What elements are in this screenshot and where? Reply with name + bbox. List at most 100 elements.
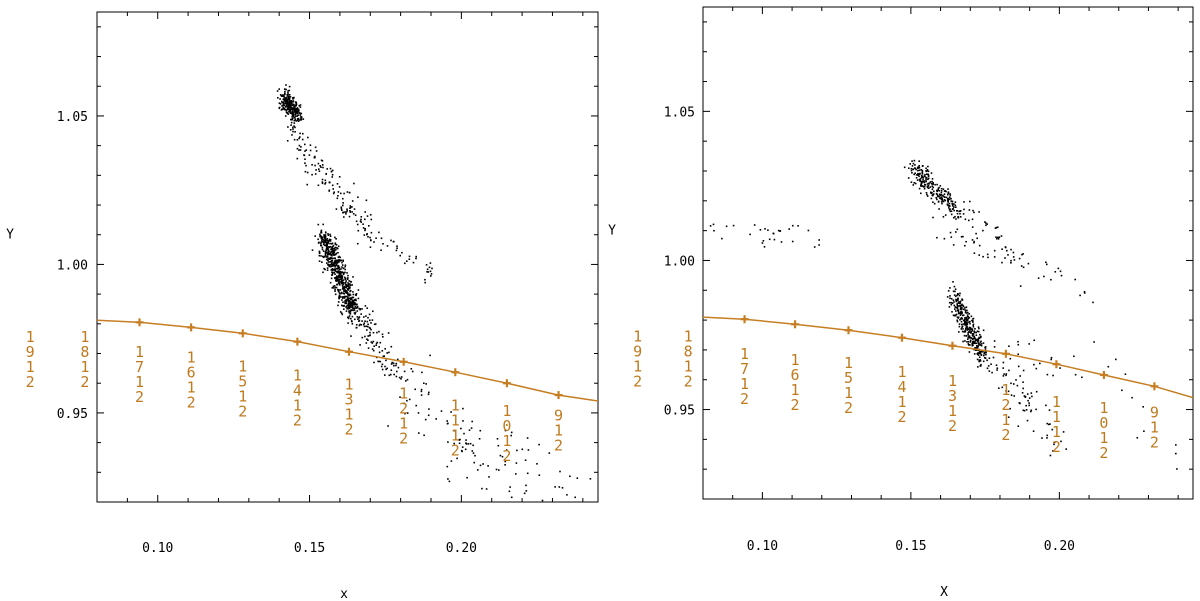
data-point [304, 150, 306, 152]
data-point [348, 215, 351, 218]
data-point [772, 232, 775, 235]
data-point [393, 240, 395, 243]
data-point [791, 240, 794, 243]
data-point [290, 112, 293, 115]
data-point [969, 339, 972, 342]
plot-frame [96, 11, 599, 503]
data-point [352, 296, 355, 299]
data-point [979, 336, 982, 339]
data-point [982, 329, 985, 332]
data-point [404, 412, 406, 415]
data-point [1092, 301, 1094, 304]
data-point [371, 348, 374, 350]
data-point [301, 138, 304, 141]
data-point [962, 328, 964, 330]
data-point [285, 102, 287, 105]
data-point [979, 360, 982, 362]
data-point [574, 496, 576, 499]
data-point [956, 304, 959, 306]
data-point [936, 183, 938, 186]
data-point [287, 104, 289, 106]
data-point [320, 231, 323, 234]
data-point [911, 160, 913, 162]
x-tick-label: 0.10 [142, 541, 173, 556]
data-point [373, 361, 375, 364]
data-point [397, 366, 400, 369]
data-point [390, 369, 393, 371]
data-point [336, 197, 339, 200]
data-point [340, 282, 343, 285]
data-point [1050, 278, 1052, 281]
data-point [504, 460, 507, 463]
data-point [923, 180, 926, 182]
data-point [332, 188, 334, 190]
data-point [317, 184, 320, 187]
data-point [967, 332, 969, 334]
data-point [923, 181, 926, 184]
data-point [293, 105, 296, 107]
data-point [285, 99, 287, 102]
data-point [948, 209, 951, 211]
data-point [428, 408, 430, 410]
data-point [341, 277, 344, 280]
data-point [967, 317, 969, 320]
data-point [329, 281, 332, 284]
data-point [1053, 443, 1055, 446]
data-point [314, 155, 316, 158]
data-point [396, 245, 398, 247]
data-point [913, 173, 915, 176]
data-point [922, 181, 924, 183]
data-point [290, 124, 292, 126]
data-point [1081, 376, 1083, 379]
data-point [477, 469, 479, 471]
data-point [572, 514, 574, 516]
data-point [957, 216, 959, 218]
data-point [324, 244, 326, 246]
data-point [932, 194, 934, 196]
data-point [925, 180, 927, 183]
data-point [348, 297, 351, 300]
data-point [322, 256, 325, 259]
data-point [958, 323, 961, 325]
data-point [962, 305, 965, 308]
data-point [332, 269, 334, 271]
data-point [505, 449, 508, 451]
data-point [378, 231, 380, 234]
data-point [287, 91, 289, 94]
data-point [387, 425, 389, 427]
data-point [450, 460, 453, 462]
data-point [347, 289, 350, 291]
data-point [365, 315, 367, 317]
data-point [424, 278, 426, 281]
data-point [977, 326, 980, 328]
data-point [914, 182, 917, 185]
data-point [938, 208, 940, 210]
data-point [313, 156, 316, 159]
data-point [333, 262, 335, 264]
data-point [364, 305, 367, 307]
data-point [382, 243, 384, 245]
data-point [317, 242, 320, 244]
data-point [288, 89, 291, 92]
data-point [287, 126, 289, 128]
data-point [354, 303, 357, 306]
resonance-marker [897, 333, 906, 342]
data-point [328, 250, 330, 252]
data-point [327, 234, 330, 236]
data-point [921, 171, 924, 173]
data-point [296, 139, 299, 141]
data-point [293, 109, 295, 112]
data-point [964, 317, 966, 319]
data-point [958, 294, 961, 297]
data-point [939, 197, 941, 199]
data-point [958, 331, 960, 333]
data-point [964, 309, 966, 311]
data-point [293, 125, 295, 127]
data-point [346, 272, 348, 274]
data-point [328, 246, 330, 248]
data-point [960, 328, 963, 330]
data-point [960, 317, 963, 319]
data-point [977, 344, 980, 346]
data-point [352, 299, 354, 302]
